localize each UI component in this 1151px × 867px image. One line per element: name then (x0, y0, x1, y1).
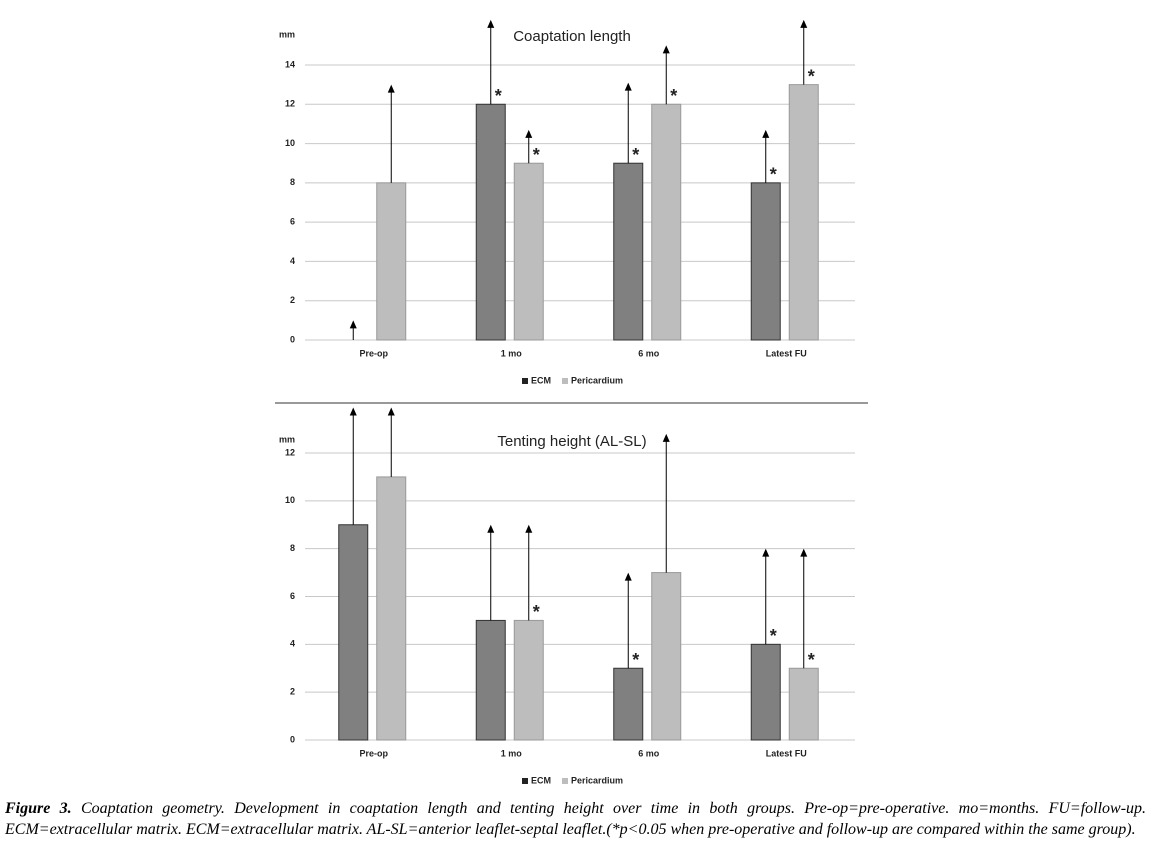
error-arrowhead (487, 524, 495, 533)
y-tick-label: 14 (285, 59, 295, 69)
x-tick-label: 1 mo (501, 748, 523, 758)
error-arrowhead (387, 84, 395, 93)
y-tick-label: 0 (290, 734, 295, 744)
bar (750, 643, 781, 741)
x-tick-label: 6 mo (638, 348, 660, 358)
error-arrowhead (487, 19, 495, 28)
error-arrowhead (800, 19, 808, 28)
caption-text: Coaptation geometry. Development in coap… (5, 800, 1147, 838)
legend-label: ECM (531, 775, 551, 785)
y-tick-label: 8 (290, 543, 295, 553)
bar (513, 162, 544, 341)
y-axis-label: mm (279, 29, 295, 39)
error-arrowhead (762, 129, 770, 138)
error-arrowhead (387, 407, 395, 416)
bar (613, 162, 644, 341)
significance-marker: * (808, 66, 815, 86)
y-tick-label: 8 (290, 177, 295, 187)
error-arrowhead (662, 45, 670, 54)
y-tick-label: 0 (290, 334, 295, 344)
y-tick-label: 4 (290, 639, 295, 649)
bar (788, 667, 819, 741)
x-tick-label: 1 mo (501, 348, 523, 358)
significance-marker: * (632, 145, 639, 165)
legend-swatch (562, 378, 568, 384)
legend-swatch (522, 378, 528, 384)
error-arrowhead (525, 129, 533, 138)
significance-marker: * (670, 86, 677, 106)
y-tick-label: 4 (290, 256, 295, 266)
y-tick-label: 6 (290, 591, 295, 601)
bar (651, 572, 682, 741)
chart-title: Tenting height (AL-SL) (497, 433, 646, 450)
y-tick-label: 2 (290, 687, 295, 697)
chart-title: Coaptation length (513, 28, 631, 45)
bar (651, 103, 682, 341)
bar (750, 182, 781, 341)
bar (338, 524, 369, 741)
bar (475, 619, 506, 741)
error-arrowhead (624, 82, 632, 91)
error-arrowhead (624, 572, 632, 581)
y-tick-label: 6 (290, 217, 295, 227)
x-tick-label: Pre-op (359, 748, 388, 758)
bar (376, 476, 407, 741)
y-tick-label: 10 (285, 138, 295, 148)
y-tick-label: 10 (285, 495, 295, 505)
y-tick-label: 12 (285, 99, 295, 109)
figure: Coaptation length mm 0 2 4 6 8 10 12 14 Pre-op 1 mo… (275, 19, 868, 785)
error-arrowhead (525, 524, 533, 533)
x-tick-label: Latest FU (766, 748, 807, 758)
significance-marker: * (495, 86, 502, 106)
caption-label: Figure 3. (5, 800, 72, 817)
legend-swatch (562, 778, 568, 784)
error-arrowhead (662, 433, 670, 442)
bar (475, 103, 506, 341)
significance-marker: * (808, 650, 815, 670)
error-arrowhead (349, 407, 357, 416)
error-arrowhead (800, 548, 808, 557)
legend-label: Pericardium (571, 775, 623, 785)
legend-swatch (522, 778, 528, 784)
x-tick-label: 6 mo (638, 748, 660, 758)
x-tick-label: Latest FU (766, 348, 807, 358)
y-tick-label: 2 (290, 295, 295, 305)
significance-marker: * (770, 165, 777, 185)
legend-label: Pericardium (571, 375, 623, 385)
y-axis-label: mm (279, 434, 295, 444)
caption: Figure 3. Coaptation geometry. Developme… (5, 798, 1146, 840)
x-tick-label: Pre-op (359, 348, 388, 358)
error-arrowhead (762, 548, 770, 557)
legend-label: ECM (531, 375, 551, 385)
bar (613, 667, 644, 741)
significance-marker: * (770, 626, 777, 646)
significance-marker: * (632, 650, 639, 670)
bar (788, 84, 819, 341)
bar (513, 619, 544, 741)
significance-marker: * (533, 602, 540, 622)
error-arrowhead (349, 320, 357, 329)
y-tick-label: 12 (285, 447, 295, 457)
significance-marker: * (533, 145, 540, 165)
bar (376, 182, 407, 341)
